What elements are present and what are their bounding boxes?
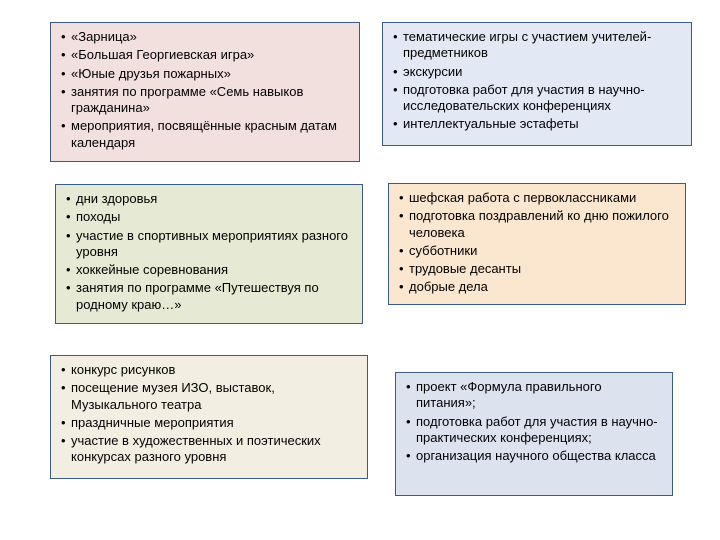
list-item: занятия по программе «Семь навыков гражд… <box>61 84 349 117</box>
info-box-2: тематические игры с участием учителей-пр… <box>382 22 692 146</box>
info-box-list: дни здоровья походы участие в спортивных м… <box>66 191 352 313</box>
info-box-3: дни здоровья походы участие в спортивных м… <box>55 184 363 324</box>
list-item: интеллектуальные эстафеты <box>393 116 681 132</box>
list-item: походы <box>66 209 352 225</box>
info-box-list: тематические игры с участием учителей-пр… <box>393 29 681 133</box>
list-item: экскурсии <box>393 64 681 80</box>
list-item: шефская работа с первоклассниками <box>399 190 675 206</box>
list-item: занятия по программе «Путешествуя по род… <box>66 280 352 313</box>
list-item: тематические игры с участием учителей-пр… <box>393 29 681 62</box>
info-box-list: «Зарница» «Большая Георгиевская игра» «Юны… <box>61 29 349 151</box>
list-item: субботники <box>399 243 675 259</box>
list-item: «Большая Георгиевская игра» <box>61 47 349 63</box>
info-box-5: конкурс рисунков посещение музея ИЗО, выс… <box>50 355 368 479</box>
list-item: конкурс рисунков <box>61 362 357 378</box>
list-item: подготовка работ для участия в научно-ис… <box>393 82 681 115</box>
info-box-4: шефская работа с первоклассниками подгото… <box>388 183 686 305</box>
list-item: «Юные друзья пожарных» <box>61 66 349 82</box>
list-item: «Зарница» <box>61 29 349 45</box>
list-item: организация научного общества класса <box>406 448 662 464</box>
list-item: посещение музея ИЗО, выставок, Музыкальн… <box>61 380 357 413</box>
info-box-6: проект «Формула правильного питания»;под… <box>395 372 673 496</box>
info-box-list: шефская работа с первоклассниками подгото… <box>399 190 675 296</box>
canvas: «Зарница» «Большая Георгиевская игра» «Юны… <box>0 0 720 540</box>
list-item: дни здоровья <box>66 191 352 207</box>
info-box-list: конкурс рисунков посещение музея ИЗО, выс… <box>61 362 357 466</box>
info-box-list: проект «Формула правильного питания»;под… <box>406 379 662 464</box>
info-box-1: «Зарница» «Большая Георгиевская игра» «Юны… <box>50 22 360 162</box>
list-item: участие в художественных и поэтических к… <box>61 433 357 466</box>
list-item: участие в спортивных мероприятиях разног… <box>66 228 352 261</box>
list-item: подготовка поздравлений ко дню пожилого … <box>399 208 675 241</box>
list-item: проект «Формула правильного питания»; <box>406 379 662 412</box>
list-item: добрые дела <box>399 279 675 295</box>
list-item: хоккейные соревнования <box>66 262 352 278</box>
list-item: трудовые десанты <box>399 261 675 277</box>
list-item: праздничные мероприятия <box>61 415 357 431</box>
list-item: подготовка работ для участия в научно-пр… <box>406 414 662 447</box>
list-item: мероприятия, посвящённые красным датам к… <box>61 118 349 151</box>
